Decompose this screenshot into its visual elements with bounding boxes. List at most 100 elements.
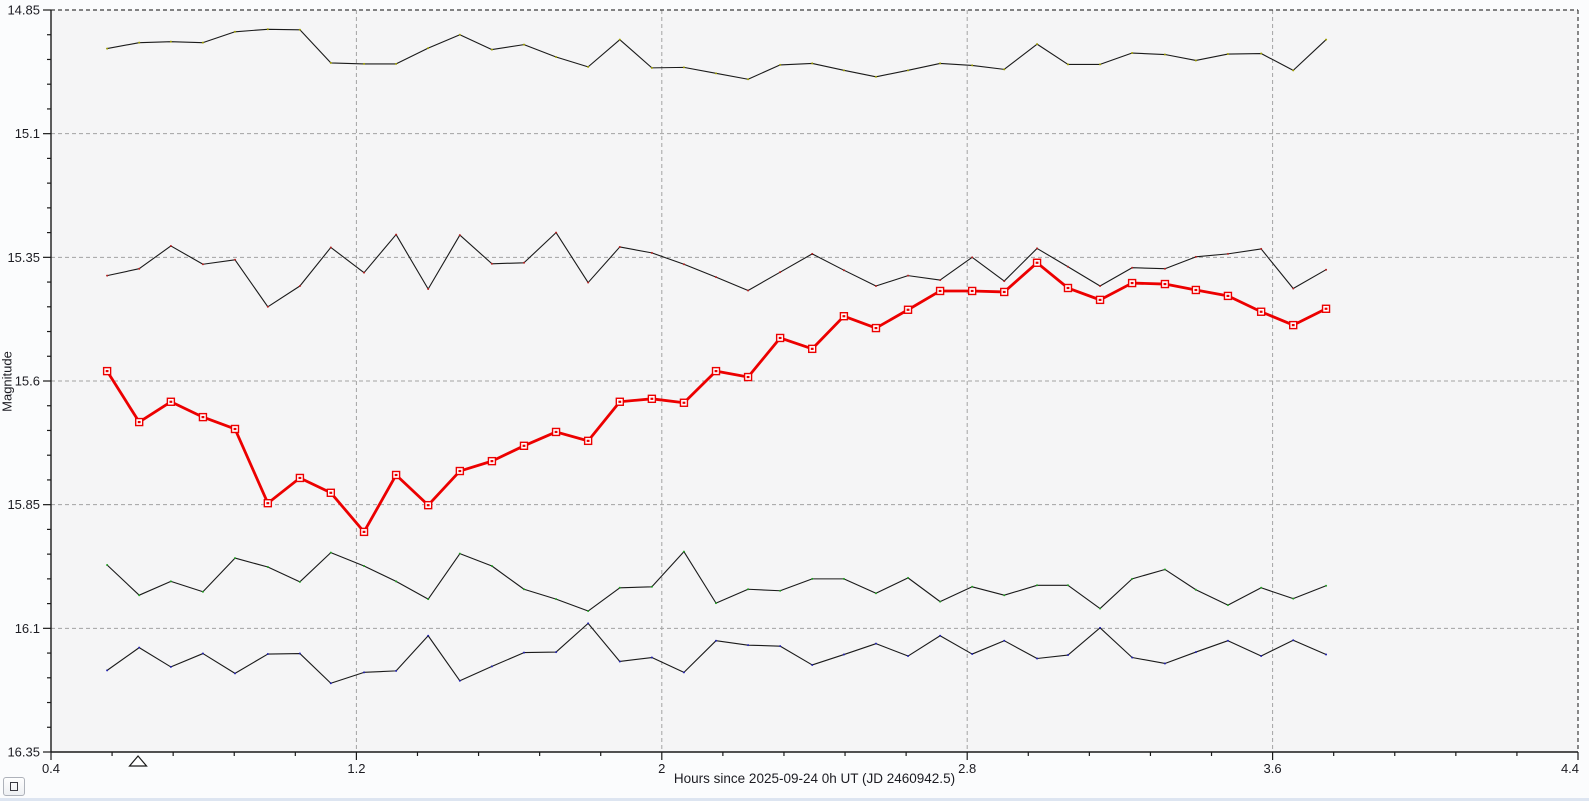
comparison-star-4-vertex-dot	[1226, 639, 1229, 642]
x-tick-label: 1.2	[347, 761, 365, 776]
comparison-star-4-vertex-dot	[811, 663, 814, 666]
comparison-star-3-vertex-dot	[650, 585, 653, 588]
comparison-star-4-vertex-dot	[682, 671, 685, 674]
comparison-star-2-vertex-dot	[1003, 280, 1006, 283]
y-tick-label: 15.6	[15, 374, 40, 389]
target-variable-star-marker-dot	[874, 326, 878, 330]
comparison-star-2-vertex-dot	[395, 233, 398, 236]
comparison-star-2-vertex-dot	[650, 251, 653, 254]
comparison-star-3-vertex-dot	[618, 586, 621, 589]
comparison-star-3-vertex-dot	[682, 550, 685, 553]
y-axis-title: Magnitude	[0, 351, 15, 412]
comparison-star-1-vertex-dot	[650, 66, 653, 69]
x-tick-label: 3.6	[1264, 761, 1282, 776]
target-variable-star-marker-dot	[1163, 282, 1167, 286]
comparison-star-3-vertex-dot	[1036, 584, 1039, 587]
target-variable-star-marker-dot	[1066, 286, 1070, 290]
comparison-star-1-vertex-dot	[618, 38, 621, 41]
corner-toggle-button[interactable]	[3, 777, 25, 796]
comparison-star-3-vertex-dot	[555, 598, 558, 601]
target-variable-star-marker-dot	[362, 530, 366, 533]
comparison-star-4-vertex-dot	[1036, 657, 1039, 660]
target-variable-star-marker-dot	[458, 469, 462, 473]
comparison-star-4-vertex-dot	[1003, 639, 1006, 642]
y-tick-label: 15.85	[7, 497, 40, 512]
comparison-star-3-vertex-dot	[266, 565, 269, 568]
comparison-star-3-vertex-dot	[907, 576, 910, 579]
comparison-star-1-vertex-dot	[907, 69, 910, 72]
target-variable-star-marker-dot	[554, 430, 558, 434]
comparison-star-1-vertex-dot	[971, 64, 974, 67]
target-variable-star-marker-dot	[394, 473, 398, 477]
target-variable-star-marker-dot	[1259, 310, 1263, 313]
target-variable-star-marker-dot	[1226, 294, 1230, 298]
comparison-star-1-vertex-dot	[1292, 69, 1295, 72]
comparison-star-2-vertex-dot	[1325, 268, 1328, 271]
comparison-star-4-vertex-dot	[650, 656, 653, 659]
comparison-star-1-vertex-dot	[201, 41, 204, 44]
target-variable-star-marker-dot	[1324, 307, 1328, 310]
comparison-star-3-vertex-dot	[298, 580, 301, 583]
comparison-star-1-vertex-dot	[1260, 52, 1263, 55]
comparison-star-3-vertex-dot	[458, 552, 461, 555]
comparison-star-4-vertex-dot	[427, 634, 430, 637]
triangle-marker	[128, 755, 148, 767]
comparison-star-3-vertex-dot	[747, 588, 750, 591]
comparison-star-4-vertex-dot	[329, 682, 332, 685]
comparison-star-4-vertex-dot	[298, 652, 301, 655]
comparison-star-1-vertex-dot	[811, 62, 814, 65]
comparison-star-4-vertex-dot	[266, 653, 269, 656]
comparison-star-1-vertex-dot	[1003, 68, 1006, 71]
comparison-star-2-vertex-dot	[329, 246, 332, 249]
target-variable-star-marker-dot	[233, 427, 237, 431]
comparison-star-4-vertex-dot	[395, 669, 398, 672]
y-tick-label: 15.1	[15, 126, 40, 141]
x-tick-label: 0.4	[42, 761, 60, 776]
comparison-star-4-vertex-dot	[138, 646, 141, 649]
target-variable-star-marker-dot	[618, 400, 622, 403]
comparison-star-3-vertex-dot	[874, 592, 877, 595]
comparison-star-3-vertex-dot	[1099, 607, 1102, 610]
comparison-star-1-vertex-dot	[1036, 43, 1039, 46]
comparison-star-1-vertex-dot	[1066, 63, 1069, 66]
comparison-star-1-vertex-dot	[715, 72, 718, 75]
comparison-star-4-vertex-dot	[106, 669, 109, 672]
comparison-star-2-vertex-dot	[1036, 247, 1039, 250]
target-variable-star-marker-dot	[426, 504, 430, 507]
comparison-star-4-vertex-dot	[779, 645, 782, 648]
comparison-star-1-vertex-dot	[234, 30, 237, 33]
target-variable-star-marker-dot	[778, 336, 782, 340]
comparison-star-4-vertex-dot	[522, 651, 525, 654]
comparison-star-1-vertex-dot	[427, 47, 430, 50]
comparison-star-3-vertex-dot	[138, 594, 141, 597]
target-variable-star-marker-dot	[298, 476, 302, 480]
comparison-star-4-vertex-dot	[1292, 639, 1295, 642]
target-variable-star-marker-dot	[586, 439, 590, 442]
comparison-star-1-vertex-dot	[329, 61, 332, 64]
comparison-star-2-vertex-dot	[427, 287, 430, 290]
target-variable-star-marker-dot	[714, 370, 718, 373]
comparison-star-4-vertex-dot	[715, 639, 718, 642]
target-variable-star-marker-dot	[746, 375, 750, 379]
comparison-star-3-vertex-dot	[1163, 568, 1166, 571]
comparison-star-2-vertex-dot	[555, 231, 558, 234]
target-variable-star-marker-dot	[522, 444, 526, 447]
comparison-star-2-vertex-dot	[618, 245, 621, 248]
comparison-star-1-vertex-dot	[1163, 53, 1166, 56]
comparison-star-2-vertex-dot	[298, 285, 301, 288]
comparison-star-4-vertex-dot	[747, 644, 750, 647]
comparison-star-2-vertex-dot	[1163, 267, 1166, 270]
comparison-star-4-vertex-dot	[1325, 653, 1328, 656]
comparison-star-1-vertex-dot	[779, 63, 782, 66]
comparison-star-3-vertex-dot	[490, 565, 493, 568]
comparison-star-3-vertex-dot	[1194, 588, 1197, 591]
comparison-star-3-vertex-dot	[169, 580, 172, 583]
comparison-star-3-vertex-dot	[234, 557, 237, 560]
target-variable-star-marker-dot	[105, 370, 109, 373]
comparison-star-1-vertex-dot	[395, 62, 398, 65]
comparison-star-1-vertex-dot	[458, 33, 461, 36]
comparison-star-2-vertex-dot	[842, 269, 845, 272]
comparison-star-1-vertex-dot	[587, 65, 590, 68]
